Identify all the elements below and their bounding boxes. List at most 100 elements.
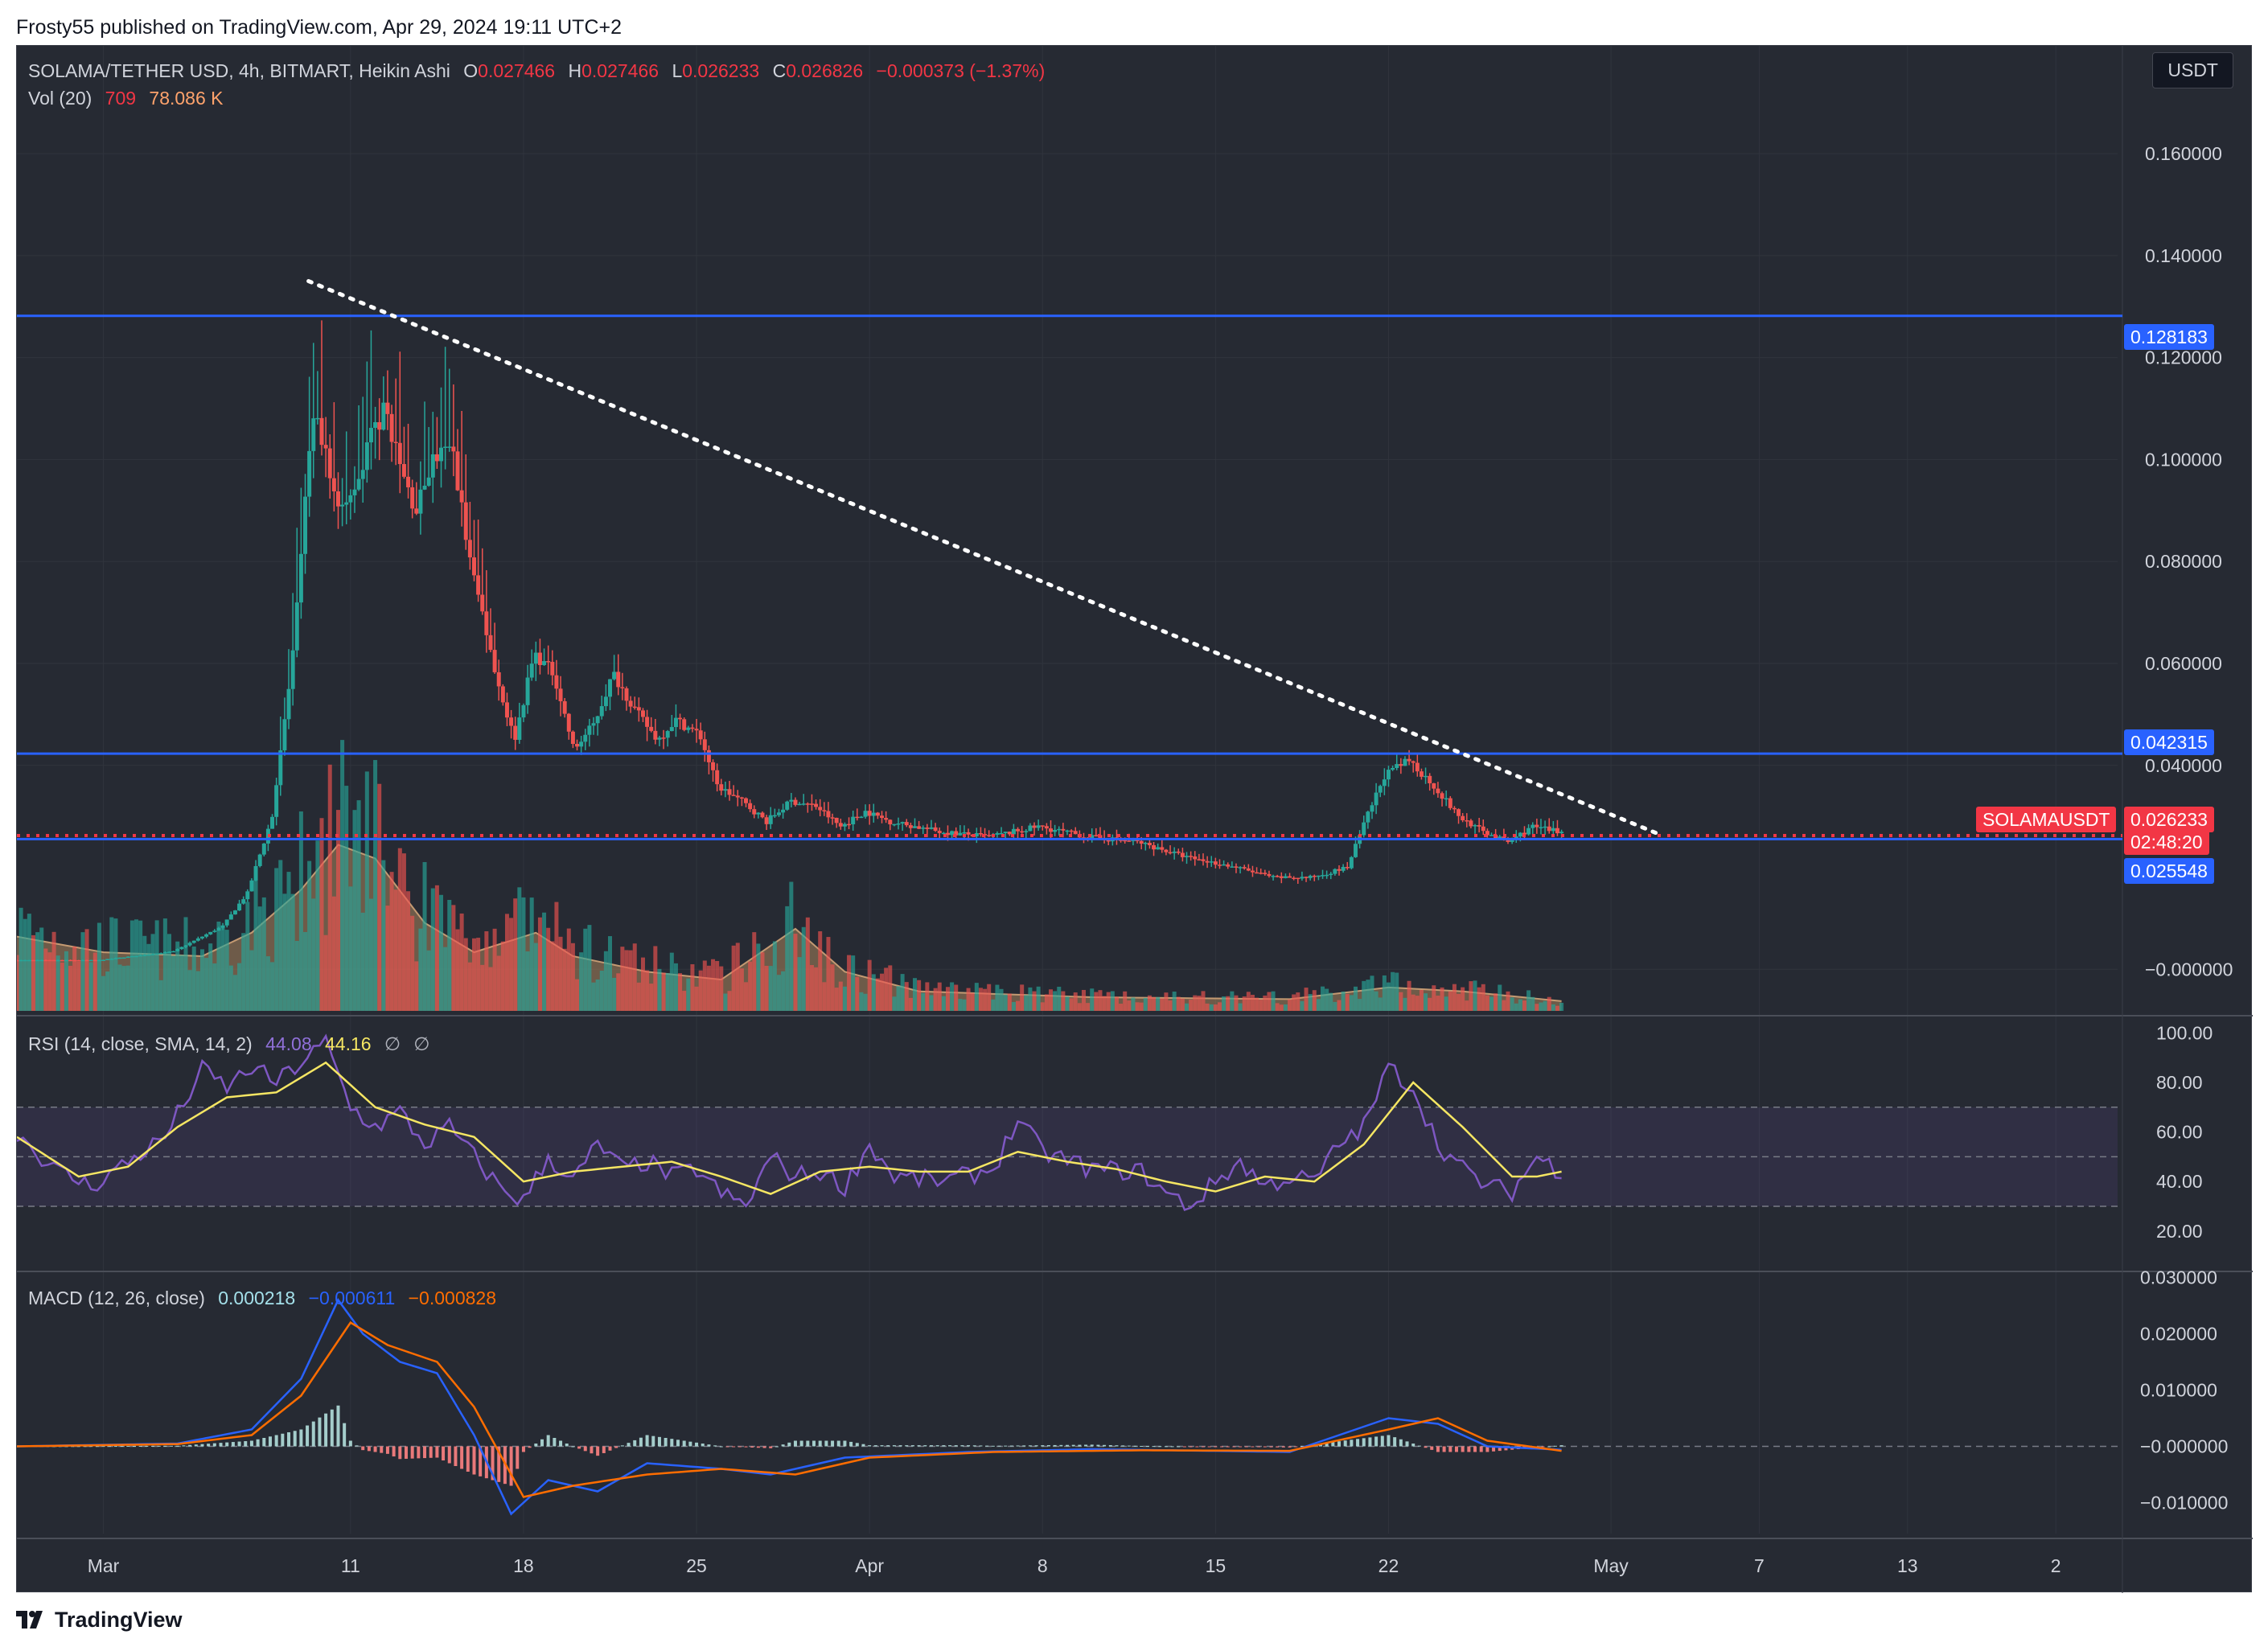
volume-bar — [331, 896, 336, 1011]
countdown-tag: 02:48:20 — [2124, 829, 2209, 855]
candle-body — [892, 824, 897, 826]
volume-bar — [537, 917, 542, 1011]
volume-bar — [439, 894, 444, 1011]
candle-body — [1547, 826, 1551, 832]
candle-body — [1337, 869, 1341, 871]
currency-button[interactable]: USDT — [2152, 52, 2233, 88]
rsi-label[interactable]: RSI (14, close, SMA, 14, 2) — [28, 1033, 253, 1054]
volume-bar — [1090, 988, 1095, 1011]
candle-body — [908, 825, 913, 828]
candle-body — [838, 823, 843, 827]
macd-histogram-bar — [1121, 1445, 1125, 1447]
candle-body — [1366, 811, 1370, 823]
macd-histogram-bar — [1164, 1446, 1168, 1448]
candle-body — [492, 650, 497, 672]
macd-histogram-bar — [892, 1445, 896, 1447]
candle-body — [315, 417, 320, 420]
macd-histogram-bar — [793, 1440, 797, 1447]
candle-body — [1362, 822, 1366, 836]
volume-bar — [31, 934, 35, 1011]
volume-bar — [1300, 1000, 1305, 1011]
candle-body — [471, 557, 476, 576]
macd-label[interactable]: MACD (12, 26, close) — [28, 1288, 205, 1308]
candle-body — [348, 495, 353, 503]
volume-bar — [257, 906, 262, 1011]
candle-body — [715, 770, 720, 785]
volume-bar — [443, 947, 448, 1011]
volume-bar — [1312, 990, 1317, 1011]
candle-body — [319, 417, 324, 446]
macd-histogram-bar — [1424, 1446, 1428, 1448]
volume-bar — [414, 961, 419, 1011]
candle-body — [27, 959, 31, 962]
candle-body — [1242, 867, 1247, 869]
volume-bar — [1378, 997, 1383, 1011]
macd-histogram-bar — [182, 1445, 186, 1447]
volume-bar — [1448, 991, 1452, 1011]
macd-histogram-bar — [781, 1444, 785, 1447]
chart-svg[interactable]: 0.160000 0.140000 0.120000 0.100000 0.080000… — [17, 46, 2253, 1593]
macd-histogram-bar — [1103, 1444, 1107, 1447]
volume-bar — [978, 988, 983, 1011]
candle-body — [1172, 851, 1177, 853]
tradingview-brand[interactable]: TradingView — [55, 1607, 183, 1632]
candle-body — [344, 502, 349, 505]
volume-bar — [1382, 975, 1387, 1011]
macd-histogram-bar — [1004, 1445, 1008, 1447]
macd-histogram-bar — [429, 1446, 433, 1458]
volume-bar — [591, 982, 596, 1011]
candle-body — [620, 687, 625, 688]
candle-body — [18, 959, 23, 962]
candle-body — [381, 402, 386, 430]
candle-body — [735, 795, 740, 798]
candle-body — [521, 704, 526, 718]
vol-ma-value: 78.086 K — [149, 88, 224, 109]
volume-bar — [467, 962, 472, 1011]
volume-bar — [838, 981, 843, 1011]
candle-body — [245, 891, 250, 900]
macd-histogram-bar — [954, 1445, 958, 1447]
candle-body — [1222, 864, 1226, 866]
macd-histogram-bar — [311, 1421, 315, 1447]
macd-histogram-bar — [774, 1446, 779, 1448]
volume-bar — [1399, 992, 1403, 1011]
volume-bar — [1222, 996, 1226, 1011]
volume-bar — [105, 971, 110, 1011]
volume-bar — [1086, 1003, 1091, 1011]
chart-frame[interactable]: 0.160000 0.140000 0.120000 0.100000 0.080000… — [16, 45, 2253, 1593]
candle-body — [1329, 873, 1333, 876]
macd-histogram-bar — [1294, 1446, 1298, 1448]
main-legend: SOLAMA/TETHER USD, 4h, BITMART, Heikin A… — [28, 60, 1053, 82]
date-tick-label: 25 — [686, 1555, 707, 1576]
macd-histogram-bar — [855, 1443, 859, 1447]
candle-body — [583, 734, 588, 742]
candle-body — [121, 957, 126, 959]
macd-histogram-bar — [812, 1440, 816, 1447]
volume-bar — [579, 952, 584, 1011]
volume-bar — [434, 885, 439, 1011]
volume-bar — [245, 902, 250, 1011]
symbol-label[interactable]: SOLAMA/TETHER USD, 4h, BITMART, Heikin A… — [28, 60, 450, 81]
macd-histogram-bar — [274, 1435, 278, 1447]
candle-body — [1349, 856, 1354, 869]
volume-bar — [603, 951, 608, 1011]
candle-body — [645, 717, 650, 727]
volume-bar — [1106, 992, 1111, 1011]
candle-body — [1197, 859, 1202, 860]
vol-label[interactable]: Vol (20) — [28, 88, 92, 109]
macd-histogram-bar — [318, 1417, 322, 1447]
candle-body — [995, 833, 1000, 835]
macd-histogram-bar — [1133, 1445, 1137, 1447]
candle-body — [1275, 876, 1280, 877]
macd-histogram-bar — [1022, 1445, 1026, 1447]
volume-bar — [356, 800, 361, 1011]
volume-bar — [410, 915, 415, 1011]
candle-body — [142, 955, 147, 957]
volume-bar — [665, 973, 670, 1011]
macd-histogram-bar — [1084, 1444, 1088, 1447]
macd-histogram-bar — [225, 1442, 229, 1447]
macd-histogram-bar — [1244, 1446, 1248, 1448]
candle-body — [1049, 828, 1054, 832]
candle-body — [624, 688, 629, 701]
macd-histogram-bar — [1337, 1441, 1341, 1447]
